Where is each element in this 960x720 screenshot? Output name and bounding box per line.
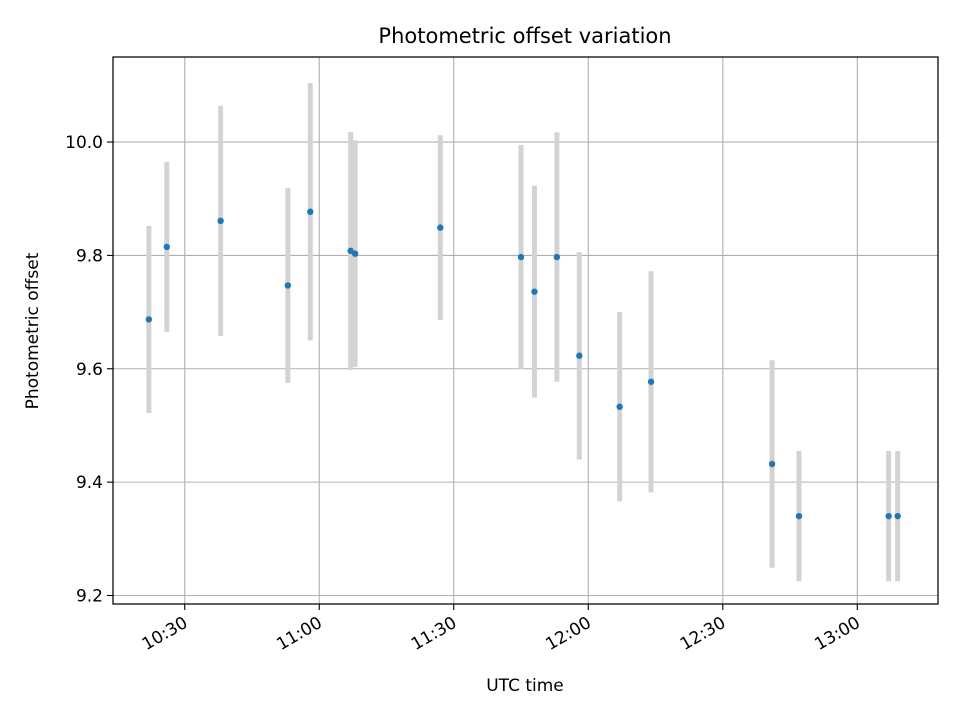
chart-title: Photometric offset variation bbox=[378, 24, 671, 48]
data-point bbox=[885, 512, 892, 520]
data-point bbox=[894, 512, 901, 520]
x-axis-label: UTC time bbox=[486, 676, 564, 696]
data-point bbox=[307, 208, 314, 215]
y-axis-label: Photometric offset bbox=[23, 252, 43, 409]
plot-frame bbox=[112, 56, 939, 605]
data-point bbox=[647, 378, 655, 385]
data-point bbox=[284, 282, 292, 289]
data-points bbox=[145, 208, 901, 520]
data-point bbox=[553, 253, 561, 261]
x-tick-label: 12:30 bbox=[677, 613, 729, 655]
x-tick-label: 11:00 bbox=[273, 613, 325, 655]
x-tick-label: 13:00 bbox=[811, 613, 863, 655]
x-tick-label: 12:00 bbox=[542, 613, 594, 655]
y-tick-label: 9.6 bbox=[76, 360, 103, 380]
data-point bbox=[576, 352, 583, 359]
x-tick-label: 11:30 bbox=[408, 613, 460, 655]
y-tick-label: 9.2 bbox=[76, 586, 103, 606]
data-point bbox=[217, 217, 224, 225]
y-tick-label: 10.0 bbox=[65, 133, 103, 153]
error-bars bbox=[146, 83, 901, 582]
y-tick-label: 9.4 bbox=[76, 473, 103, 493]
x-axis-ticks: 10:30 11:00 11:30 12:00 12:30 13:00 bbox=[139, 604, 864, 655]
grid bbox=[113, 57, 938, 604]
data-point bbox=[145, 316, 153, 323]
y-axis-ticks: 9.2 9.4 9.6 9.8 10.0 bbox=[65, 133, 113, 606]
data-point bbox=[795, 512, 803, 520]
data-point bbox=[616, 403, 623, 410]
x-tick-label: 10:30 bbox=[139, 613, 191, 655]
data-point bbox=[437, 224, 444, 231]
y-tick-label: 9.8 bbox=[76, 246, 103, 266]
data-point bbox=[517, 253, 525, 261]
data-point bbox=[351, 250, 359, 257]
data-point bbox=[768, 460, 776, 468]
data-point bbox=[163, 243, 171, 251]
data-point bbox=[531, 288, 538, 295]
